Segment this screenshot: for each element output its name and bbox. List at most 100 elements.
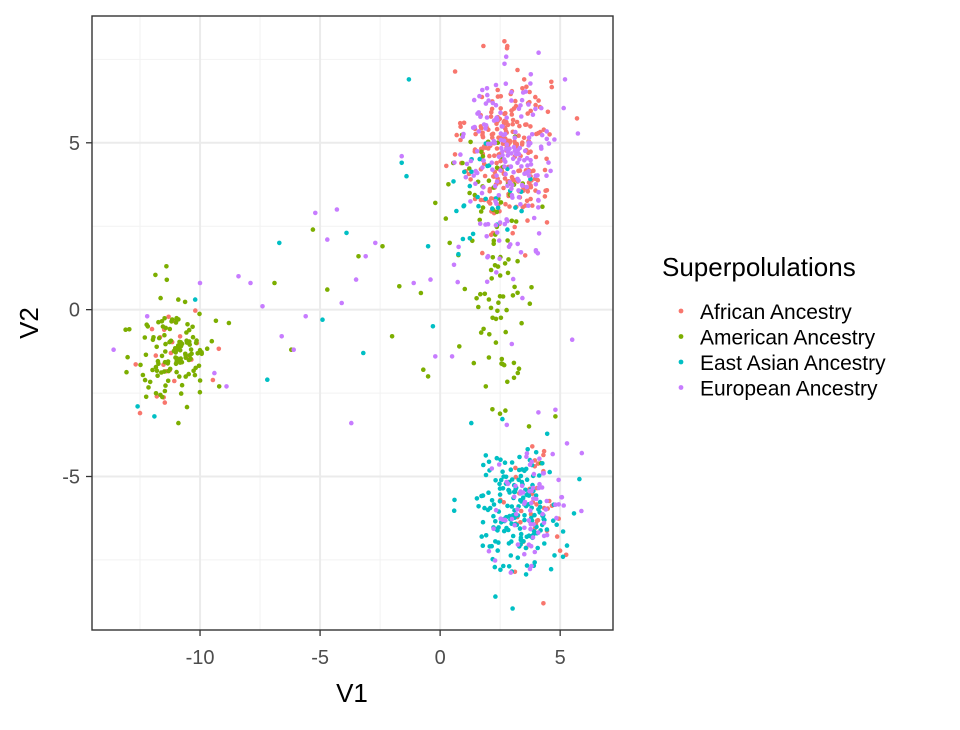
data-point — [525, 163, 530, 168]
data-point — [491, 526, 496, 531]
legend-key — [678, 334, 684, 339]
data-point — [500, 153, 505, 158]
data-point — [540, 511, 545, 517]
data-point — [236, 274, 241, 279]
data-point — [579, 450, 585, 456]
data-point — [496, 300, 501, 306]
data-point — [518, 250, 524, 255]
legend-label: African Ancestry — [700, 301, 852, 324]
data-point — [224, 384, 229, 389]
data-point — [496, 540, 501, 545]
data-point — [513, 98, 518, 104]
data-point — [519, 182, 525, 188]
data-point — [213, 318, 219, 324]
data-point — [527, 489, 532, 494]
data-point — [480, 205, 486, 210]
data-point — [177, 374, 182, 379]
data-point — [539, 146, 544, 151]
data-point — [544, 136, 550, 142]
data-point — [524, 563, 530, 568]
panel-border — [91, 15, 614, 631]
data-point — [467, 183, 473, 189]
data-point — [150, 367, 155, 373]
data-point — [497, 499, 503, 504]
data-point — [165, 359, 171, 364]
data-point — [509, 89, 514, 95]
data-point — [531, 471, 537, 477]
data-point — [176, 420, 181, 426]
data-point — [146, 385, 151, 390]
data-point — [516, 188, 521, 193]
data-point — [491, 513, 496, 519]
data-point — [528, 108, 533, 114]
data-point — [535, 130, 541, 136]
data-point — [498, 516, 504, 521]
data-point — [147, 379, 153, 385]
data-point — [153, 272, 158, 278]
data-point — [529, 132, 535, 137]
data-point — [495, 308, 500, 314]
data-point — [501, 563, 506, 569]
data-point — [513, 152, 519, 157]
data-point — [542, 541, 547, 546]
data-point — [546, 160, 551, 165]
data-point — [528, 196, 533, 202]
data-point — [519, 164, 524, 169]
data-point — [334, 207, 340, 212]
data-point — [325, 237, 330, 242]
data-point — [483, 196, 489, 202]
data-point — [501, 362, 507, 368]
data-point — [487, 505, 493, 511]
data-point — [494, 146, 500, 151]
data-point — [529, 459, 534, 465]
data-point — [531, 215, 537, 221]
data-point — [544, 129, 549, 134]
data-point — [158, 392, 163, 398]
y-tick-label: -5 — [62, 467, 80, 489]
data-point — [544, 498, 550, 504]
data-point — [530, 112, 536, 117]
data-point — [499, 356, 505, 362]
data-point — [481, 185, 486, 190]
data-point — [526, 173, 532, 179]
data-point — [452, 497, 457, 503]
data-point — [462, 286, 468, 292]
data-point — [493, 222, 499, 228]
data-point — [539, 132, 545, 138]
data-point — [163, 349, 168, 354]
data-point — [524, 84, 529, 90]
data-point — [528, 162, 534, 167]
legend-label: East Asian Ancestry — [700, 352, 886, 375]
data-point — [523, 89, 528, 94]
data-point — [481, 158, 486, 163]
data-point — [542, 194, 548, 199]
data-point — [520, 490, 526, 495]
x-axis-title: V1 — [336, 678, 368, 708]
data-point — [505, 122, 511, 128]
data-point — [502, 460, 508, 466]
data-point — [497, 220, 503, 225]
data-point — [493, 478, 498, 483]
data-point — [272, 280, 277, 286]
data-point — [489, 160, 495, 165]
data-point — [196, 363, 202, 369]
data-point — [487, 186, 493, 192]
data-point — [187, 339, 192, 344]
data-point — [488, 196, 494, 201]
data-point — [536, 473, 542, 478]
data-point — [509, 218, 515, 224]
data-point — [210, 377, 216, 383]
data-point — [509, 192, 515, 198]
data-point — [575, 131, 581, 136]
data-point — [503, 81, 509, 86]
data-point — [177, 334, 183, 339]
data-point — [506, 487, 511, 493]
data-point — [524, 492, 529, 498]
data-point — [179, 341, 184, 347]
data-point — [467, 236, 473, 241]
data-point — [476, 129, 482, 134]
data-point — [433, 354, 438, 359]
x-tick-label: 0 — [435, 647, 446, 669]
data-point — [536, 197, 541, 203]
data-point — [513, 465, 518, 471]
